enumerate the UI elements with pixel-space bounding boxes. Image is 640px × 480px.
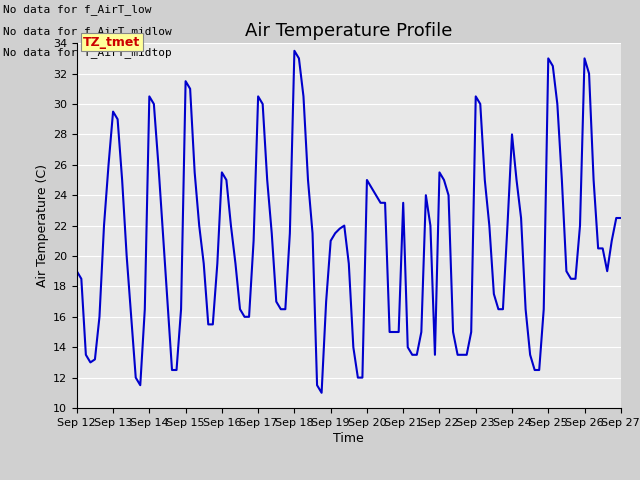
Text: TZ_tmet: TZ_tmet bbox=[83, 36, 140, 48]
Text: No data for f_AirT_midtop: No data for f_AirT_midtop bbox=[3, 47, 172, 58]
Text: No data for f_AirT_low: No data for f_AirT_low bbox=[3, 4, 152, 15]
Y-axis label: Air Temperature (C): Air Temperature (C) bbox=[36, 164, 49, 287]
X-axis label: Time: Time bbox=[333, 432, 364, 445]
Text: No data for f_AirT_midlow: No data for f_AirT_midlow bbox=[3, 25, 172, 36]
Title: Air Temperature Profile: Air Temperature Profile bbox=[245, 22, 452, 40]
